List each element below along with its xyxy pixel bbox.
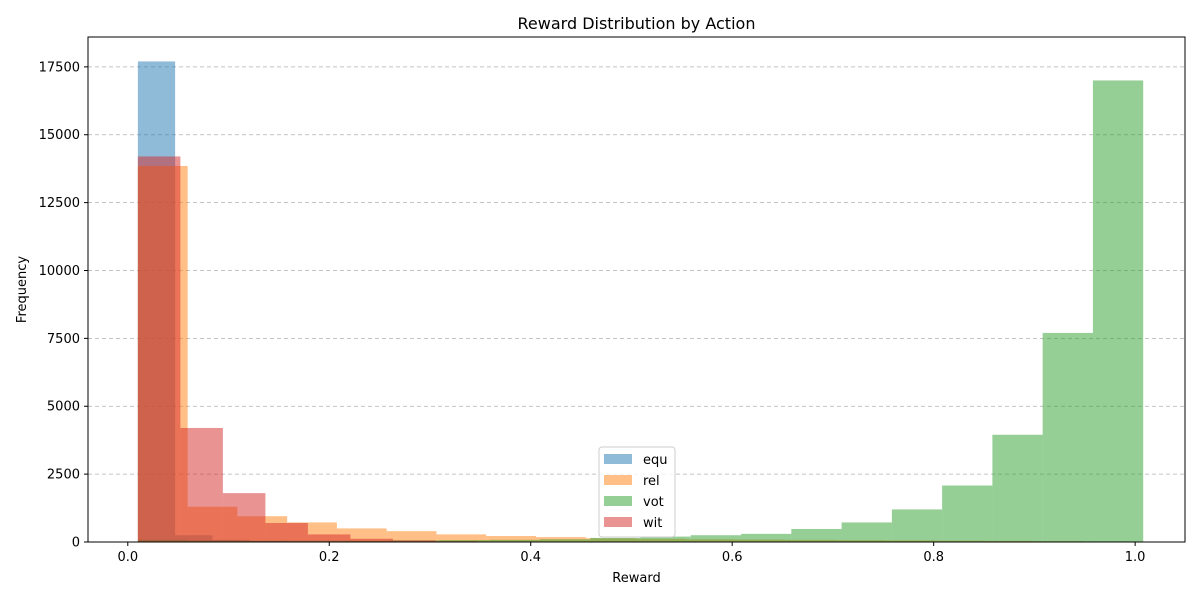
y-tick-label: 17500 [39,60,80,75]
x-tick-label: 0.2 [319,550,340,565]
y-tick-label: 15000 [39,128,80,143]
legend-label: equ [643,453,668,468]
series-wit-bars [137,156,563,542]
bar-vot [489,539,540,542]
bar-vot [690,535,742,542]
grid-lines [88,66,1185,475]
y-axis-label: Frequency [15,256,30,323]
plot-frame [87,36,1186,543]
bar-wit [180,427,223,542]
legend-label: vot [643,495,664,510]
legend-label: wit [643,516,662,531]
bar-vot [841,522,892,542]
y-tick-label: 0 [72,536,80,551]
legend-swatch [604,496,632,506]
x-axis-ticks: 0.0 0.2 0.4 0.6 0.8 1.0 [117,542,1145,565]
legend-item-rel: rel [604,474,660,489]
x-tick-label: 0.4 [520,550,541,565]
bar-wit [222,493,266,542]
legend-item-equ: equ [604,453,668,468]
bar-wit [265,522,308,542]
x-tick-label: 1.0 [1125,550,1146,565]
bar-vot [539,539,591,542]
bar-vot [891,509,943,542]
y-tick-label: 7500 [47,332,80,347]
bar-vot [791,528,842,542]
bar-vot [590,537,641,542]
legend-label: rel [643,474,660,489]
legend-item-wit: wit [604,516,662,531]
y-tick-label: 5000 [47,400,80,415]
bar-rel [436,534,487,542]
y-tick-label: 2500 [47,468,80,483]
legend-swatch [604,517,632,527]
bar-wit [350,538,393,542]
y-axis-ticks: 0 2500 5000 7500 10000 12500 15000 17500 [39,60,88,551]
bar-vot [942,485,993,542]
x-tick-label: 0.8 [923,550,944,565]
bar-wit [137,156,181,542]
legend-item-vot: vot [604,495,664,510]
bar-vot [992,434,1043,542]
legend: equ rel vot wit [598,446,676,538]
bar-vot [1092,80,1144,542]
bar-vot [741,533,792,542]
chart-title: Reward Distribution by Action [518,14,756,33]
bar-rel [486,536,536,542]
bar-vot [640,536,691,542]
legend-box [598,446,676,538]
bar-rel [386,531,437,542]
x-axis-label: Reward [612,571,660,586]
y-tick-label: 10000 [39,264,80,279]
legend-swatch [604,454,632,464]
bar-wit [307,534,351,542]
bar-wit [392,540,436,542]
x-tick-label: 0.0 [117,550,138,565]
legend-swatch [604,475,632,485]
series-vot-bars [137,80,1144,542]
y-tick-label: 12500 [39,196,80,211]
x-tick-label: 0.6 [722,550,743,565]
bar-vot [1042,332,1093,542]
histogram-bars [137,61,1144,542]
bar-vot [439,540,490,542]
